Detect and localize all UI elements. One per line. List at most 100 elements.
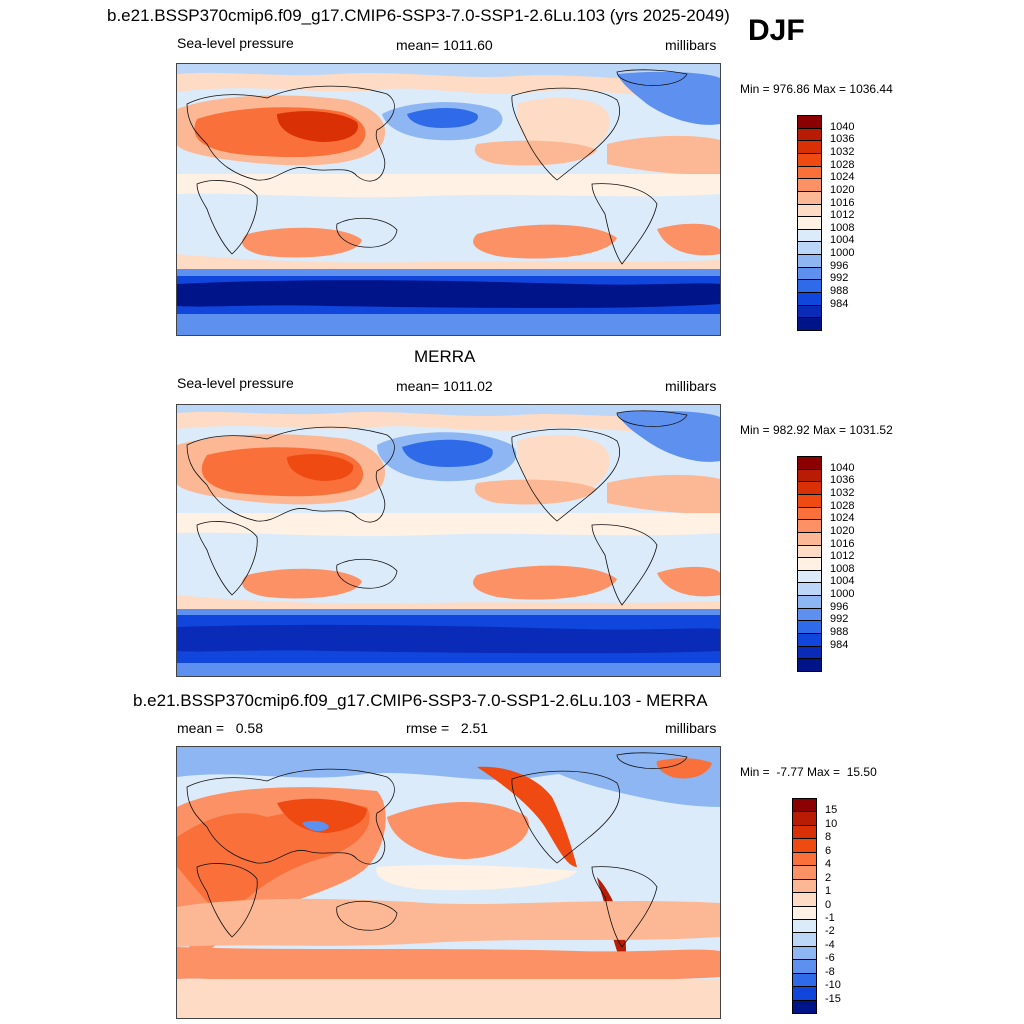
slp-map-model <box>176 63 721 336</box>
panel-units-label: millibars <box>665 720 717 736</box>
colorbar-label: 1020 <box>830 524 855 537</box>
colorbar-swatch <box>797 165 822 180</box>
colorbar-swatch <box>797 203 822 218</box>
colorbar-swatch <box>797 582 822 597</box>
panel-units-label: millibars <box>665 37 717 53</box>
colorbar-label: 6 <box>825 844 832 857</box>
colorbar-label: 2 <box>825 871 832 884</box>
colorbar-label: 1028 <box>830 499 855 512</box>
colorbar-swatch <box>797 620 822 635</box>
colorbar-swatch <box>797 645 822 660</box>
colorbar-label: 1004 <box>830 234 855 247</box>
colorbar-label: 1000 <box>830 588 855 601</box>
colorbar-label: 10 <box>825 817 838 830</box>
colorbar-swatch <box>792 959 817 974</box>
colorbar-label: -8 <box>825 965 835 978</box>
colorbar-swatch <box>797 519 822 533</box>
colorbar-swatch <box>792 986 817 1001</box>
colorbar-label: 1 <box>825 885 832 898</box>
colorbar-label: 1036 <box>830 474 855 487</box>
colorbar-swatch <box>792 865 817 880</box>
colorbar-swatch <box>797 266 822 281</box>
colorbar-label: 1028 <box>830 158 855 171</box>
panel-title-diff: b.e21.BSSP370cmip6.f09_g17.CMIP6-SSP3-7.… <box>133 691 708 710</box>
colorbar-swatch <box>797 254 822 268</box>
colorbar-swatch <box>797 493 822 508</box>
colorbar-merra: 1040 1036 1032 1028 1024 1020 1016 1012 1008 1004… <box>797 456 877 672</box>
colorbar-swatch <box>792 905 817 920</box>
colorbar-swatch <box>797 633 822 647</box>
colorbar-swatch <box>797 115 822 129</box>
colorbar-label: 988 <box>830 626 849 639</box>
colorbar-swatch <box>797 292 822 306</box>
colorbar-label: 996 <box>830 259 849 272</box>
colorbar-label: 1016 <box>830 537 855 550</box>
colorbar-swatch <box>792 851 817 867</box>
slp-map-difference <box>176 746 721 1019</box>
colorbar-swatch <box>797 304 822 319</box>
panel-left-label: Sea-level pressure <box>177 375 294 391</box>
colorbar-swatch <box>797 127 822 142</box>
colorbar-label: 1020 <box>830 183 855 196</box>
panel-title-obs: MERRA <box>414 347 476 366</box>
colorbar-swatch <box>792 918 817 934</box>
colorbar-model: 1040 1036 1032 1028 1024 1020 1016 1012 1008 1004… <box>797 115 877 331</box>
colorbar-swatch <box>792 878 817 894</box>
colorbar-swatch <box>797 544 822 559</box>
colorbar-label: -6 <box>825 952 835 965</box>
colorbar-label: 1008 <box>830 221 855 234</box>
colorbar-swatch <box>792 838 817 853</box>
colorbar-label: 15 <box>825 804 838 817</box>
panel-rmse-label: rmse = 2.51 <box>406 720 489 736</box>
panel-mean-label: mean= 1011.02 <box>396 378 493 394</box>
colorbar-swatch <box>797 481 822 495</box>
colorbar-label: 1040 <box>830 120 855 133</box>
colorbar-label: -2 <box>825 925 835 938</box>
colorbar-swatch <box>792 932 817 947</box>
colorbar-label: 984 <box>830 638 849 651</box>
colorbar-label: 8 <box>825 831 832 844</box>
colorbar-swatch <box>797 658 822 672</box>
panel-units-label: millibars <box>665 378 717 394</box>
colorbar-swatch <box>797 228 822 243</box>
colorbar-label: 992 <box>830 272 849 285</box>
colorbar-swatch <box>797 595 822 609</box>
colorbar-swatch <box>797 140 822 154</box>
panel-left-label: Sea-level pressure <box>177 35 294 51</box>
colorbar-swatch <box>797 190 822 205</box>
colorbar-swatch <box>797 152 822 167</box>
colorbar-swatch <box>797 531 822 546</box>
colorbar-swatch <box>792 811 817 826</box>
colorbar-swatch <box>792 798 817 813</box>
colorbar-difference: 15 10 8 6 4 2 1 0 -1 -2 -4 -6 -8 -10 -15 <box>792 798 872 1014</box>
panel-minmax-label: Min = -7.77 Max = 15.50 <box>740 765 877 779</box>
colorbar-label: 984 <box>830 297 849 310</box>
colorbar-label: 996 <box>830 600 849 613</box>
panel-minmax-label: Min = 982.92 Max = 1031.52 <box>740 423 893 437</box>
colorbar-label: 1032 <box>830 145 855 158</box>
colorbar-label: 1012 <box>830 209 855 222</box>
colorbar-swatch <box>797 317 822 331</box>
colorbar-swatch <box>797 506 822 521</box>
colorbar-swatch <box>797 607 822 622</box>
panel-mean-label: mean = 0.58 <box>177 720 264 736</box>
colorbar-swatch <box>797 468 822 483</box>
colorbar-label: 1036 <box>830 133 855 146</box>
colorbar-label: 1012 <box>830 550 855 563</box>
colorbar-label: 1024 <box>830 512 855 525</box>
colorbar-swatch <box>797 456 822 470</box>
colorbar-label: 1040 <box>830 461 855 474</box>
colorbar-label: -4 <box>825 938 835 951</box>
panel-title-model: b.e21.BSSP370cmip6.f09_g17.CMIP6-SSP3-7.… <box>107 6 730 25</box>
colorbar-swatch <box>797 279 822 294</box>
colorbar-swatch <box>797 569 822 584</box>
colorbar-label: 1032 <box>830 486 855 499</box>
colorbar-label: -10 <box>825 979 841 992</box>
colorbar-swatch <box>792 824 817 840</box>
colorbar-label: 1024 <box>830 171 855 184</box>
colorbar-label: 1004 <box>830 575 855 588</box>
colorbar-label: 4 <box>825 858 832 871</box>
colorbar-swatch <box>792 945 817 961</box>
colorbar-label: 1000 <box>830 247 855 260</box>
colorbar-label: -15 <box>825 992 841 1005</box>
